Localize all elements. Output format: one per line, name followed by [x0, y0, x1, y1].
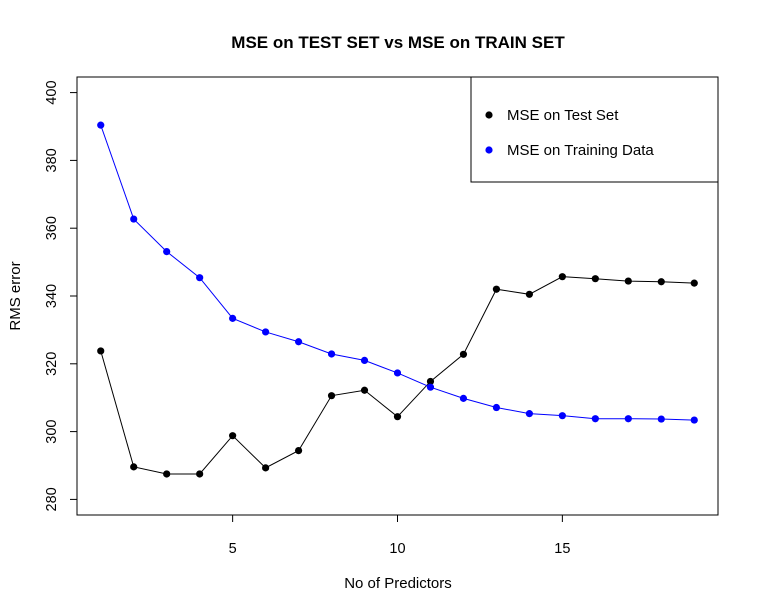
data-point: [624, 415, 632, 423]
x-tick-label: 10: [389, 541, 405, 557]
data-point: [196, 470, 204, 478]
y-axis: 280 300 320 340 360 380 400: [44, 80, 78, 512]
legend-marker: [485, 146, 493, 154]
y-tick-label: 300: [44, 420, 60, 444]
series-layer: [97, 121, 698, 478]
legend-label: MSE on Training Data: [507, 142, 654, 159]
data-point: [393, 369, 402, 377]
data-point: [262, 328, 270, 336]
x-tick-label: 15: [554, 541, 570, 557]
y-tick-label: 280: [44, 487, 60, 511]
data-point: [294, 446, 303, 455]
x-tick-label: 5: [229, 541, 237, 557]
data-point: [459, 350, 468, 358]
data-point: [492, 285, 501, 293]
data-point: [130, 463, 138, 471]
data-point: [360, 356, 369, 365]
data-point: [657, 278, 665, 286]
data-point: [360, 386, 369, 394]
data-point: [327, 392, 336, 400]
data-point: [492, 403, 501, 412]
data-point: [690, 279, 698, 287]
data-point: [525, 290, 533, 298]
x-axis-label: No of Predictors: [344, 575, 452, 592]
legend: MSE on Test Set MSE on Training Data: [470, 76, 719, 183]
data-point: [262, 464, 270, 472]
data-point: [97, 347, 105, 355]
series-1: [97, 273, 698, 478]
chart-title: MSE on TEST SET vs MSE on TRAIN SET: [231, 33, 565, 52]
legend-box: [470, 76, 719, 183]
y-tick-label: 320: [44, 352, 60, 376]
data-point: [130, 215, 138, 223]
data-point: [459, 394, 468, 402]
y-tick-label: 400: [44, 80, 60, 104]
data-point: [690, 416, 698, 424]
y-tick-label: 360: [44, 216, 60, 240]
data-point: [327, 350, 336, 358]
data-point: [525, 410, 533, 418]
data-point: [163, 247, 171, 256]
data-point: [294, 338, 303, 346]
legend-marker: [485, 111, 493, 119]
data-point: [393, 413, 402, 421]
data-point: [558, 273, 566, 281]
y-tick-label: 340: [44, 284, 60, 308]
data-point: [591, 275, 599, 283]
data-point: [196, 274, 204, 282]
legend-label: MSE on Test Set: [507, 107, 619, 124]
data-point: [657, 415, 665, 423]
data-point: [426, 383, 435, 391]
data-point: [163, 470, 171, 478]
data-point: [624, 277, 632, 285]
x-axis: 5 10 15: [229, 514, 570, 557]
data-point: [229, 432, 237, 440]
data-point: [97, 121, 105, 129]
data-point: [229, 314, 237, 322]
y-axis-label: RMS error: [7, 261, 24, 330]
data-point: [558, 412, 566, 420]
data-point: [426, 377, 435, 386]
data-point: [591, 415, 599, 423]
y-tick-label: 380: [44, 148, 60, 172]
series-2: [97, 121, 698, 424]
